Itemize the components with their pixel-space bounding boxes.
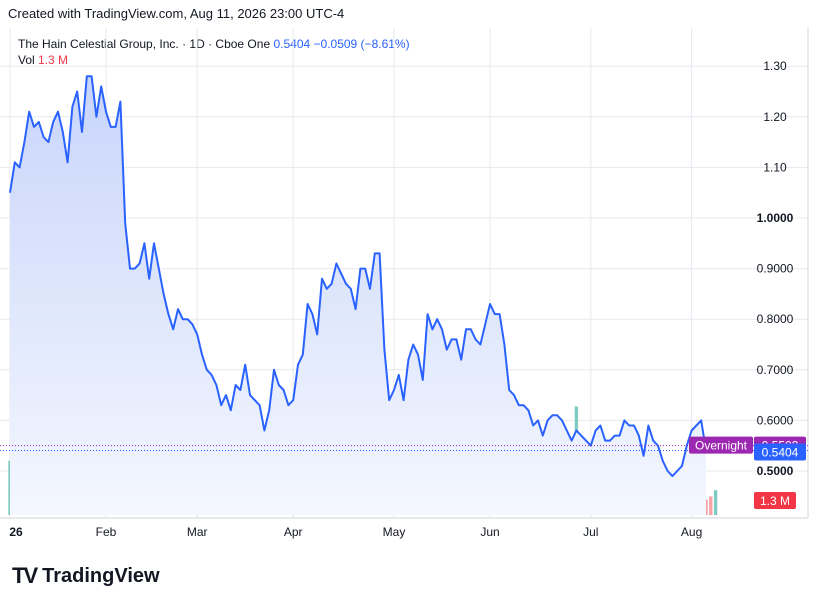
price-tick-label: 1.20 — [763, 110, 787, 124]
time-tick-label: Mar — [187, 525, 208, 539]
time-axis: 26 Feb Mar Apr May Jun Jul Aug — [9, 525, 702, 539]
time-tick-label: Apr — [284, 525, 303, 539]
symbol-description[interactable]: The Hain Celestial Group, Inc. · 1D · Cb… — [18, 37, 271, 51]
volume-value: 1.3 M — [38, 53, 69, 67]
volume-bar — [709, 496, 713, 515]
legend-volume-row: Vol 1.3 M — [18, 52, 410, 68]
price-tick-label: 0.5000 — [757, 464, 794, 478]
price-tick-label: 0.9000 — [757, 262, 794, 276]
price-tick-label: 1.10 — [763, 160, 787, 174]
chart-attribution: Created with TradingView.com, Aug 11, 20… — [8, 6, 345, 21]
overnight-label-badge — [689, 436, 753, 454]
last-price-label: 0.5404 — [762, 446, 799, 460]
time-tick-label: May — [383, 525, 406, 539]
chart-legend: The Hain Celestial Group, Inc. · 1D · Cb… — [18, 36, 410, 68]
tradingview-logo[interactable]: TV TradingView — [12, 563, 160, 589]
legend-symbol-row: The Hain Celestial Group, Inc. · 1D · Cb… — [18, 36, 410, 52]
time-tick-label: Feb — [96, 525, 117, 539]
last-price-badge — [754, 443, 806, 461]
time-tick-label: Jul — [583, 525, 598, 539]
last-price: 0.5404 — [273, 37, 311, 51]
time-tick-label: Jun — [480, 525, 499, 539]
price-tick-label: 1.0000 — [757, 211, 794, 225]
overnight-label: Overnight — [695, 439, 748, 453]
volume-bar — [713, 490, 718, 515]
volume-badge — [754, 492, 796, 509]
volume-label[interactable]: Vol — [18, 53, 35, 67]
price-tick-label: 0.6000 — [757, 413, 794, 427]
tradingview-logo-icon: TV — [12, 563, 38, 588]
time-tick-label: 26 — [9, 525, 23, 539]
price-line — [9, 75, 707, 478]
price-change: −0.0509 (−8.61%) — [313, 37, 410, 51]
price-tick-label: 1.30 — [763, 59, 787, 73]
price-tick-label: 0.8000 — [757, 312, 794, 326]
tradingview-wordmark: TradingView — [42, 564, 160, 587]
price-axis: 1.30 1.20 1.10 1.0000 0.9000 0.8000 0.7000 0.60… — [757, 59, 794, 478]
volume-badge-label: 1.3 M — [760, 494, 790, 508]
time-tick-label: Aug — [681, 525, 702, 539]
price-tick-label: 0.7000 — [757, 363, 794, 377]
